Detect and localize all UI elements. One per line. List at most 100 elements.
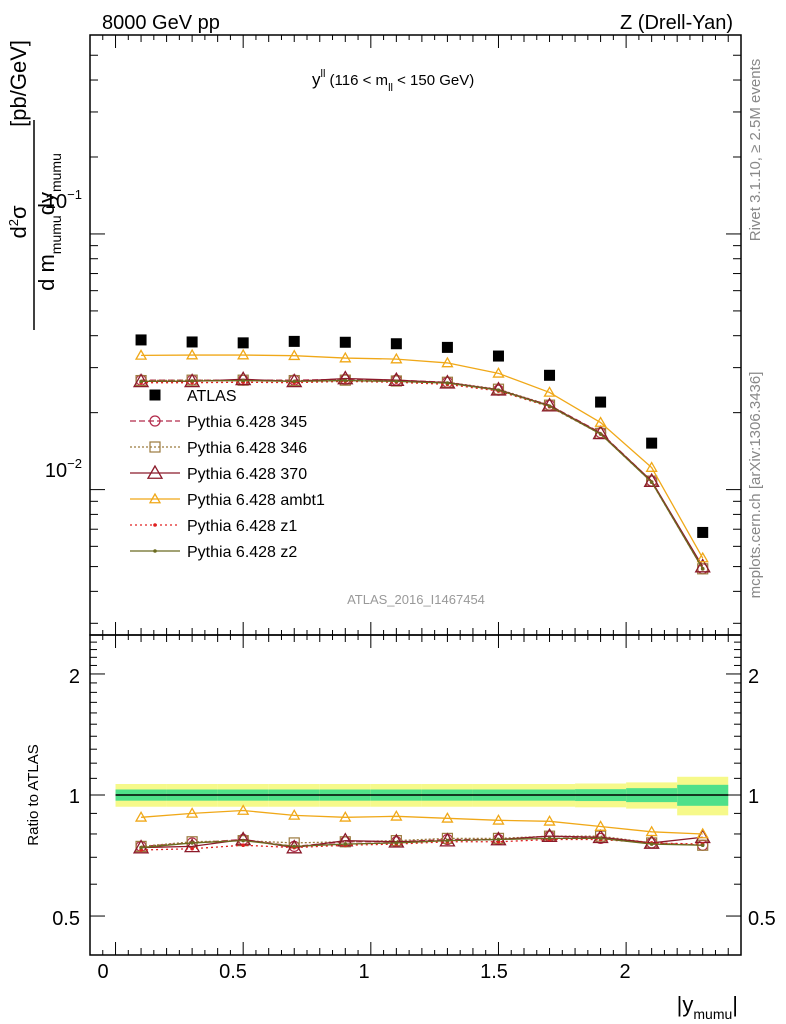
ratio-5-point-8 <box>547 836 552 841</box>
series-5-point-9 <box>598 432 603 436</box>
series-5-point-0 <box>139 379 143 384</box>
ratio-5-point-0 <box>139 845 143 850</box>
series-line-5 <box>141 379 704 570</box>
ratio-series-group <box>132 804 711 854</box>
series-line-3 <box>141 354 704 559</box>
ylabel-sup: 2 <box>6 219 21 226</box>
ylabel-units: [pb/GeV] <box>6 40 31 127</box>
mcplots-label: mcplots.cern.ch [arXiv:1306.3436] <box>747 372 764 599</box>
series-5-point-1 <box>190 379 194 383</box>
y-tick-label-1e-1: 10−1 <box>45 187 82 213</box>
ratio-tick-right-05: 0.5 <box>748 908 776 930</box>
series-2-point-2 <box>235 371 252 386</box>
ratio-2-point-1 <box>183 838 201 853</box>
atlas-point-9 <box>595 396 607 408</box>
ratio-5-point-6 <box>445 838 450 843</box>
atlas-point-10 <box>646 437 658 449</box>
ylabel-dy: dy <box>34 192 59 215</box>
top-ylabel: d2σ d mmumudymumu [pb/GeV] <box>6 40 64 330</box>
ratio-5-point-4 <box>343 842 348 846</box>
annot-y: y <box>312 70 321 89</box>
ratio-line-5 <box>140 837 703 849</box>
ratio-3-point-4 <box>339 811 352 822</box>
series-5-point-5 <box>394 379 399 384</box>
analysis-watermark: ATLAS_2016_I1467454 <box>347 592 485 607</box>
series-3-point-8 <box>543 386 556 397</box>
ylabel-dm: d m <box>34 254 59 291</box>
xlabel-sub: mumu <box>693 1006 732 1022</box>
atlas-point-11 <box>697 526 709 538</box>
ratio-tick-left-05: 0.5 <box>52 908 80 930</box>
header-left: 8000 GeV pp <box>102 12 220 34</box>
ratio-3-point-5 <box>390 810 403 821</box>
x-tick-label-2: 1 <box>358 961 369 983</box>
top-y-tick-labels: 10−1 10−2 <box>45 187 82 482</box>
ylabel-sub1: mumu <box>48 215 64 254</box>
y-tick-label-1e-2: 10−2 <box>45 456 82 482</box>
legend-marker-4 <box>148 492 162 504</box>
legend-item-6: Pythia 6.428 z2 <box>130 544 297 561</box>
ratio-tick-right-1: 1 <box>748 786 759 808</box>
atlas-point-0 <box>135 334 147 346</box>
ratio-3-point-11 <box>696 827 709 839</box>
series-2-point-11 <box>694 558 711 573</box>
legend: ATLAS Pythia 6.428 345 Pythia 6.428 346 Pyt… <box>130 388 325 561</box>
legend-item-0: ATLAS <box>149 388 237 405</box>
series-2-point-7 <box>490 381 507 396</box>
series-5-point-10 <box>649 480 654 484</box>
series-5-point-3 <box>292 379 297 384</box>
series-2-point-4 <box>337 370 354 385</box>
ratio-3-point-8 <box>543 815 556 826</box>
atlas-point-1 <box>186 336 198 348</box>
selection-annotation: yll (116 < mll < 150 GeV) <box>312 68 474 94</box>
top-series-group <box>132 334 711 575</box>
ratio-3-point-6 <box>441 812 454 823</box>
atlas-point-3 <box>288 335 300 347</box>
annot-open: (116 < m <box>325 72 388 89</box>
x-tick-label-4: 2 <box>619 961 630 983</box>
series-5-point-11 <box>700 567 705 571</box>
ylabel-d: d <box>6 226 31 238</box>
legend-marker-1 <box>149 415 161 427</box>
legend-label-0: ATLAS <box>187 388 237 405</box>
ratio-3-point-3 <box>288 809 301 820</box>
series-3-point-5 <box>390 352 403 364</box>
ratio-3-point-1 <box>185 807 199 818</box>
legend-item-2: Pythia 6.428 346 <box>130 440 307 457</box>
series-3-point-6 <box>441 356 454 368</box>
series-2-point-10 <box>643 472 660 487</box>
legend-label-4: Pythia 6.428 ambt1 <box>187 492 325 509</box>
series-3-point-3 <box>288 349 301 361</box>
legend-label-5: Pythia 6.428 z1 <box>187 518 297 535</box>
ratio-5-point-7 <box>496 837 501 842</box>
legend-label-2: Pythia 6.428 346 <box>187 440 307 457</box>
ratio-y-tick-labels: 2 1 0.5 2 1 0.5 <box>52 666 776 930</box>
legend-label-1: Pythia 6.428 345 <box>187 414 307 431</box>
ratio-line-3 <box>141 809 703 835</box>
ratio-line-4 <box>141 838 703 851</box>
rivet-label: Rivet 3.1.10, ≥ 2.5M events <box>747 59 764 242</box>
ratio-ylabel: Ratio to ATLAS <box>25 744 42 845</box>
ratio-2-point-9 <box>592 828 609 844</box>
series-3-point-0 <box>134 349 148 360</box>
legend-marker-5 <box>153 523 157 527</box>
legend-item-4: Pythia 6.428 ambt1 <box>130 492 325 509</box>
ratio-2-point-6 <box>439 832 456 847</box>
ratio-2-point-8 <box>541 827 558 843</box>
x-tick-label-3: 1.5 <box>480 961 508 983</box>
ratio-3-point-2 <box>237 804 250 815</box>
ratio-tick-left-1: 1 <box>69 786 80 808</box>
legend-item-3: Pythia 6.428 370 <box>130 464 307 483</box>
ratio-4-point-1 <box>190 846 194 851</box>
series-3-point-2 <box>237 348 250 360</box>
ratio-3-point-10 <box>645 825 658 837</box>
x-tick-label-1: 0.5 <box>219 961 247 983</box>
ylabel-numerator: d2σ <box>6 205 31 238</box>
xlabel-open: |y <box>677 992 694 1017</box>
ratio-3-point-0 <box>134 811 148 822</box>
series-3-point-10 <box>645 461 658 472</box>
ratio-2-point-5 <box>388 833 405 848</box>
legend-label-3: Pythia 6.428 370 <box>187 466 307 483</box>
axes-group <box>89 34 742 956</box>
series-3-point-11 <box>696 551 709 563</box>
